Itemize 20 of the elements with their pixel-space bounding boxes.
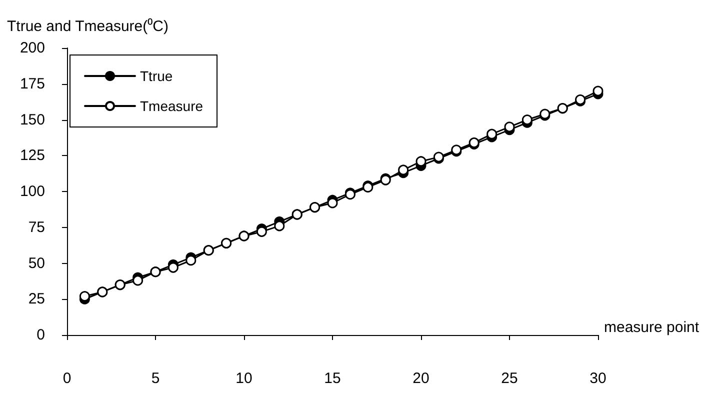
x-tick-label: 15 [324, 370, 341, 387]
y-tick-label: 200 [20, 40, 45, 56]
x-tick-label: 0 [62, 370, 72, 387]
x-tick-label: 25 [501, 370, 518, 387]
y-tick-label: 75 [28, 218, 45, 236]
y-tick-label: 0 [36, 326, 45, 344]
y-tick-label: 100 [20, 183, 45, 200]
legend-label: Tmeasure [140, 98, 204, 114]
y-axis-title: Ttrue and Tmeasure(⁰C) [7, 18, 168, 35]
y-tick-label: 150 [20, 111, 45, 128]
x-tick-label: 10 [236, 370, 252, 387]
y-tick-label: 175 [20, 75, 45, 92]
x-tick-label: 5 [151, 370, 160, 387]
y-tick-label: 125 [20, 147, 45, 164]
x-axis-title: measure point [604, 319, 700, 336]
y-tick-label: 25 [28, 290, 45, 308]
legend-label: Ttrue [140, 68, 173, 84]
x-tick-label: 20 [412, 370, 430, 387]
y-tick-label: 50 [28, 254, 45, 272]
x-tick-label: 30 [590, 370, 606, 387]
